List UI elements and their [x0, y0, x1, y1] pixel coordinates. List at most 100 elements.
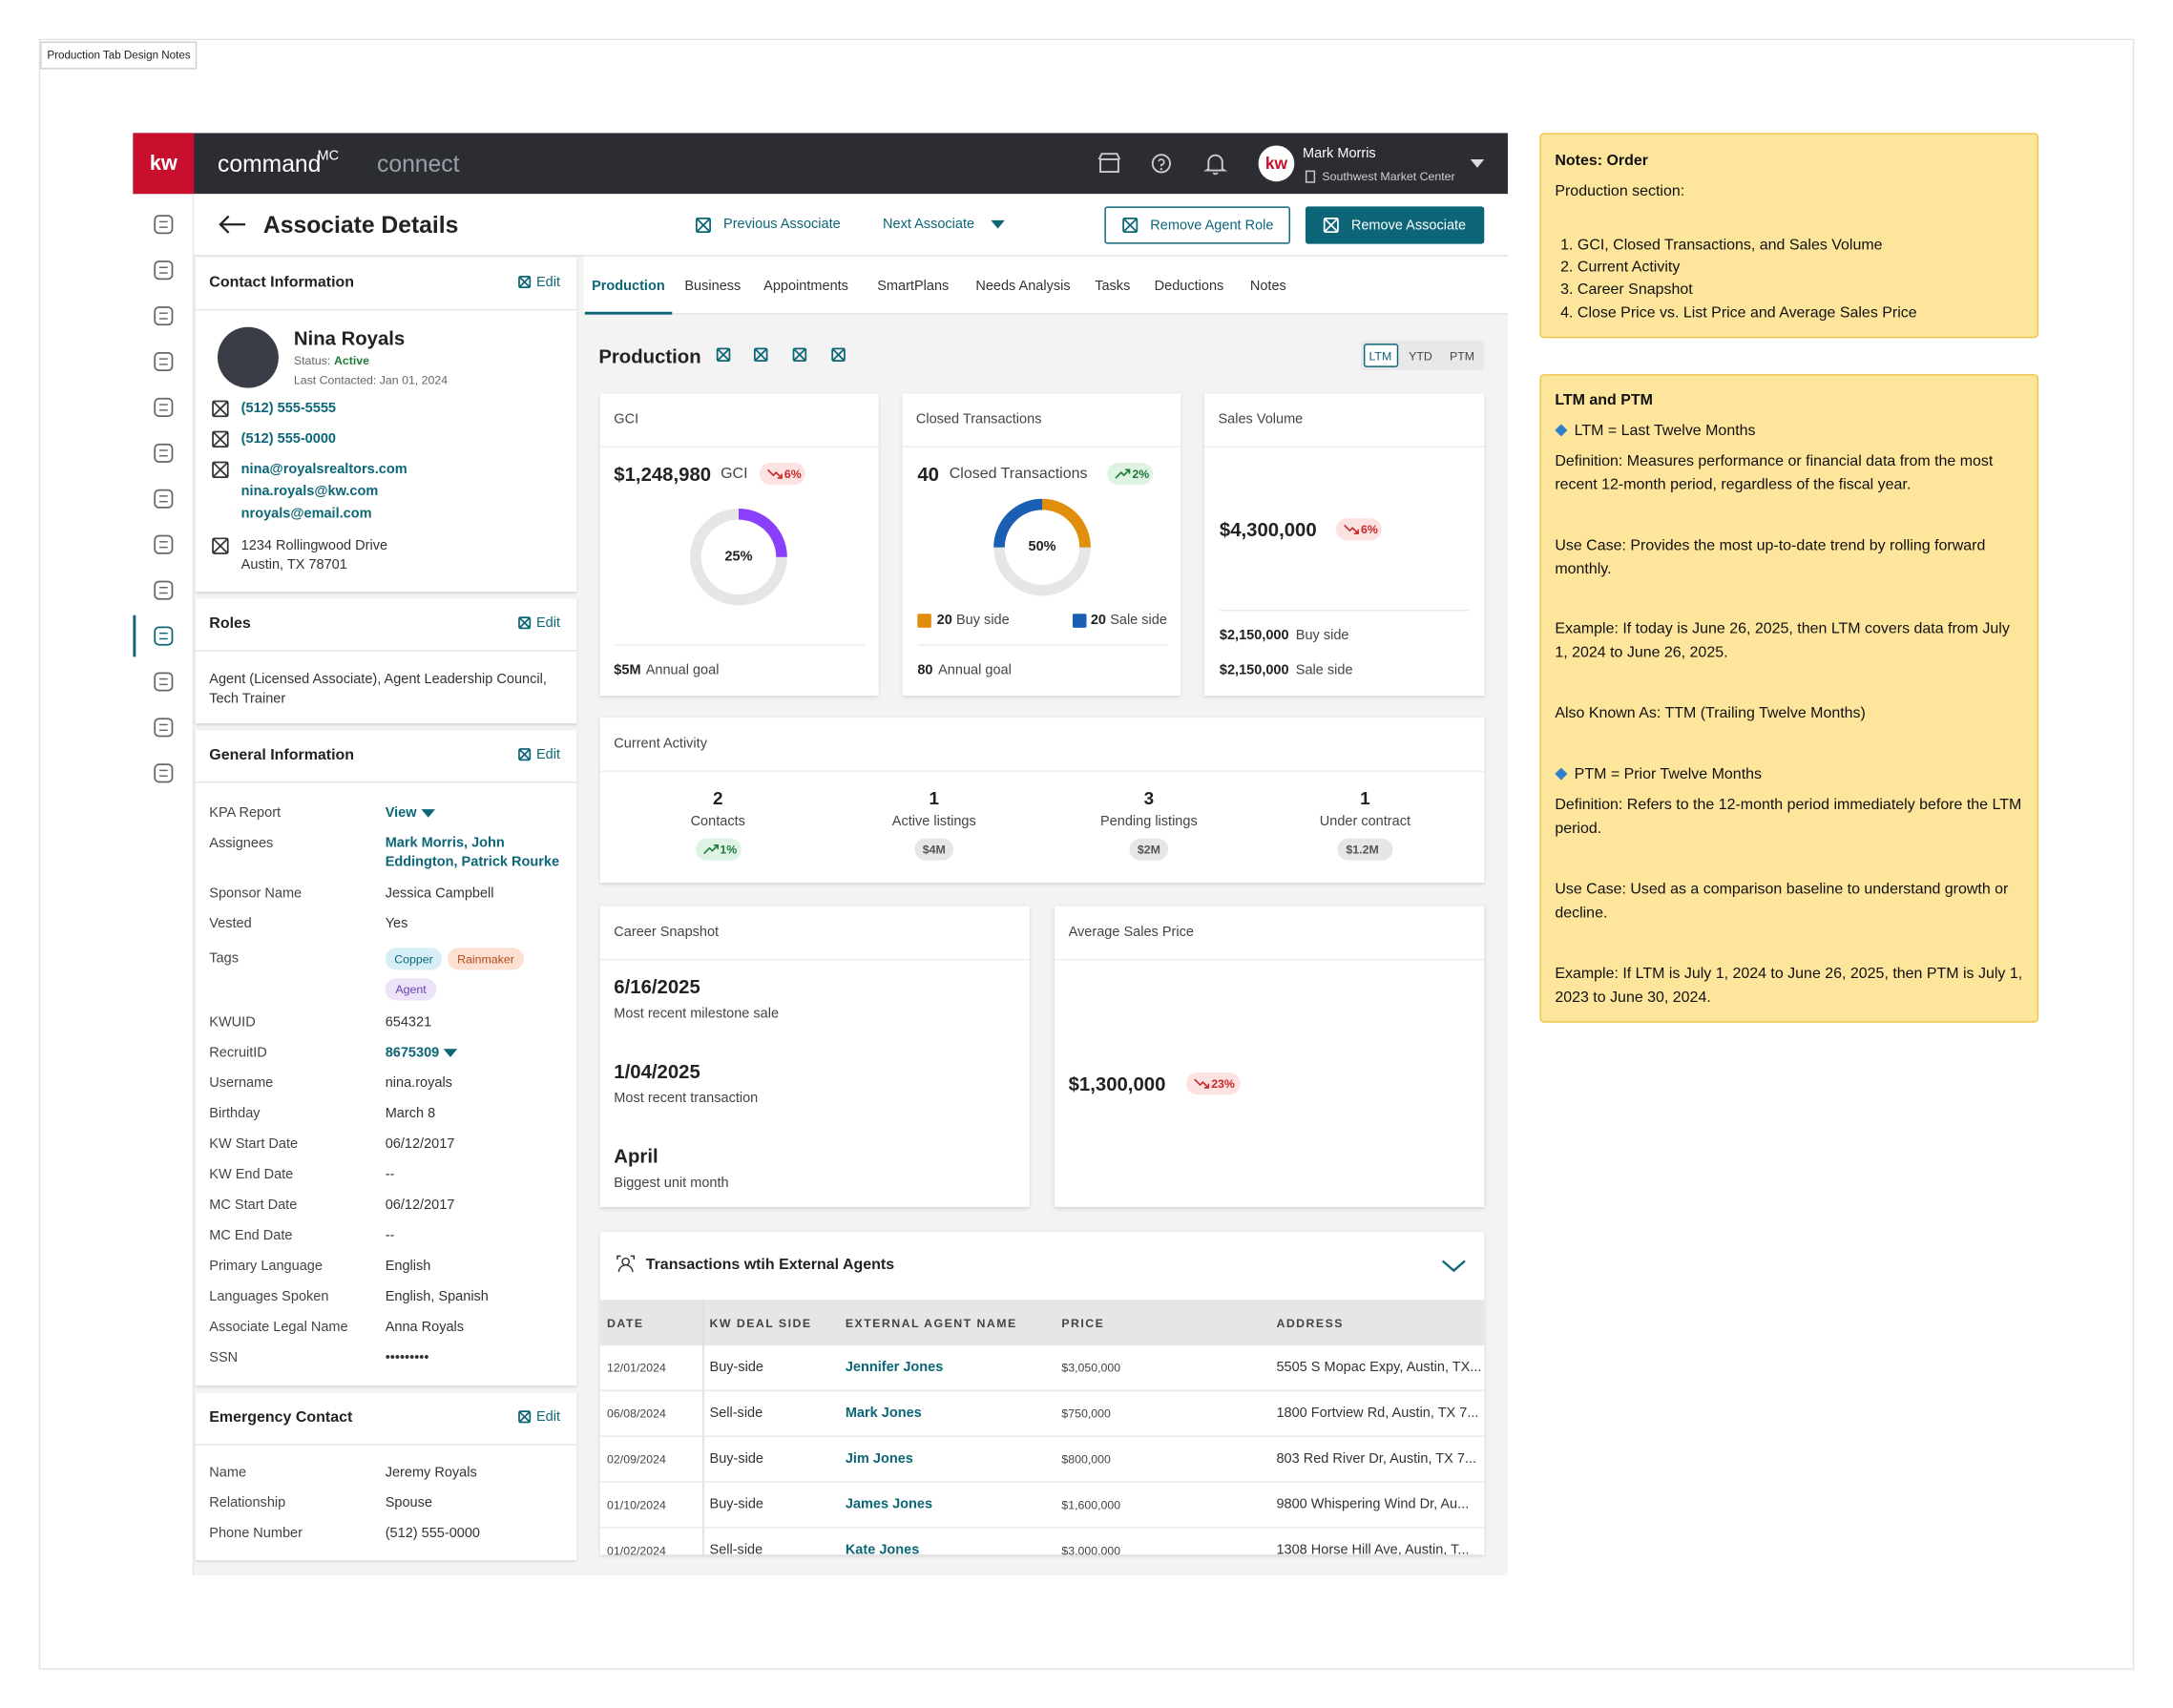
email[interactable]: nina@royalsrealtors.com	[240, 462, 407, 478]
dropdown-caret-part	[421, 809, 435, 818]
edit-link[interactable]: Edit	[535, 1409, 561, 1426]
roles-text: Agent (Licensed Associate), Agent Leader…	[209, 672, 547, 707]
help-icon-part	[1158, 158, 1165, 167]
field-value[interactable]: Mark Morris, John Eddington, Patrick Rou…	[385, 835, 560, 870]
table-cell[interactable]: Jim Jones	[845, 1451, 913, 1468]
prev-associate[interactable]: Previous Associate	[723, 217, 841, 233]
sidebar-icon-part	[154, 580, 174, 600]
field-value[interactable]: 8675309	[385, 1045, 440, 1061]
field-value[interactable]: View	[385, 805, 417, 822]
tab[interactable]: Tasks	[1095, 279, 1131, 295]
table-cell[interactable]: Jennifer Jones	[845, 1360, 944, 1376]
tag	[385, 978, 437, 1001]
icon-part	[717, 347, 731, 362]
period-option[interactable]: PTM	[1450, 348, 1475, 364]
divider	[1055, 958, 1485, 961]
sidebar-icon[interactable]	[154, 397, 174, 417]
table-cell: $1,600,000	[1061, 1497, 1121, 1512]
avatar[interactable]	[1258, 145, 1295, 182]
next-associate[interactable]: Next Associate	[883, 217, 975, 233]
store-icon-part	[1099, 158, 1119, 174]
sidebar-icon[interactable]	[154, 672, 174, 692]
sidebar-icon[interactable]	[154, 215, 174, 235]
field-value: (512) 555-0000	[385, 1526, 481, 1542]
donut-part	[993, 498, 1043, 548]
table-cell[interactable]: Kate Jones	[845, 1542, 920, 1555]
icon[interactable]	[831, 347, 846, 363]
metric-value: $2,150,000	[1219, 662, 1289, 678]
sidebar-icon[interactable]	[154, 718, 174, 738]
sidebar-icon[interactable]	[154, 626, 174, 646]
page-title: Associate Details	[262, 212, 459, 239]
email[interactable]: nroyals@email.com	[240, 506, 372, 522]
icon[interactable]	[753, 347, 768, 363]
last-contacted: Last Contacted: Jan 01, 2024	[293, 372, 449, 387]
phone[interactable]: (512) 555-0000	[240, 431, 336, 448]
sidebar-icon[interactable]	[154, 763, 174, 783]
badge-text: 6%	[784, 467, 802, 481]
table-cell: 02/09/2024	[607, 1451, 666, 1467]
badge	[1337, 838, 1393, 861]
divider	[1203, 446, 1485, 448]
back-arrow[interactable]	[219, 215, 246, 234]
dropdown-caret	[991, 219, 1005, 229]
table-cell[interactable]: Mark Jones	[845, 1406, 922, 1422]
field-label: Birthday	[209, 1106, 261, 1122]
tab[interactable]: Production	[592, 279, 665, 295]
table-cell: Buy-side	[709, 1360, 764, 1376]
collapse-chevron[interactable]	[1441, 1260, 1466, 1273]
tab[interactable]: Appointments	[763, 279, 848, 295]
bell-icon-part	[1212, 172, 1219, 176]
period-option[interactable]: YTD	[1409, 348, 1432, 364]
tab[interactable]: Needs Analysis	[975, 279, 1071, 295]
edit-link[interactable]: Edit	[535, 275, 561, 291]
sidebar-icon[interactable]	[154, 580, 174, 600]
app-name: connect	[376, 151, 460, 177]
sidebar-icon[interactable]	[154, 489, 174, 509]
tab[interactable]: Deductions	[1154, 279, 1224, 295]
sidebar-icon[interactable]	[154, 443, 174, 463]
email[interactable]: nina.royals@kw.com	[240, 484, 379, 500]
sidebar-icon-part	[154, 672, 174, 692]
legend-swatch	[917, 614, 931, 628]
trend-arrow	[1194, 1078, 1210, 1089]
sidebar-icon[interactable]	[154, 260, 174, 281]
icon-part	[212, 400, 229, 418]
metric-label: Biggest unit month	[614, 1176, 729, 1192]
edit-link[interactable]: Edit	[535, 615, 561, 632]
icon-part	[518, 1410, 532, 1424]
remove-role-button[interactable]	[1104, 206, 1290, 244]
address-line: Austin, TX 78701	[240, 557, 347, 573]
period-option[interactable]: LTM	[1369, 348, 1392, 364]
remove-associate-button[interactable]	[1305, 206, 1485, 244]
icon-part	[518, 748, 531, 760]
tab[interactable]: Business	[684, 279, 742, 295]
sidebar-icon[interactable]	[154, 534, 174, 554]
table-cell[interactable]: James Jones	[845, 1497, 933, 1513]
bell-icon[interactable]	[1202, 153, 1228, 176]
note-line: 4. Close Price vs. List Price and Averag…	[1560, 304, 1917, 322]
table-cell: 9800 Whispering Wind Dr, Au...	[1276, 1497, 1470, 1513]
trend-arrow-part	[766, 469, 783, 479]
panel-heading: General Information	[209, 746, 355, 764]
icon-part	[696, 218, 711, 233]
edit-link[interactable]: Edit	[535, 747, 561, 763]
metric-label: Sale side	[1295, 662, 1353, 678]
help-icon[interactable]	[1151, 154, 1172, 174]
store-icon[interactable]	[1097, 153, 1121, 174]
icon-part	[792, 347, 806, 362]
icon[interactable]	[716, 347, 731, 363]
sidebar-icon[interactable]	[154, 306, 174, 326]
column-header: DATE	[607, 1316, 644, 1331]
icon	[518, 748, 532, 761]
divider	[599, 446, 879, 448]
tab[interactable]: Notes	[1249, 279, 1286, 295]
icon[interactable]	[792, 347, 807, 363]
remove-role-label[interactable]: Remove Agent Role	[1150, 218, 1274, 234]
sidebar-icon[interactable]	[154, 351, 174, 372]
phone[interactable]: (512) 555-5555	[240, 401, 336, 417]
building-icon	[1305, 170, 1316, 183]
remove-associate-label[interactable]: Remove Associate	[1350, 218, 1467, 234]
tab[interactable]: SmartPlans	[877, 279, 950, 295]
